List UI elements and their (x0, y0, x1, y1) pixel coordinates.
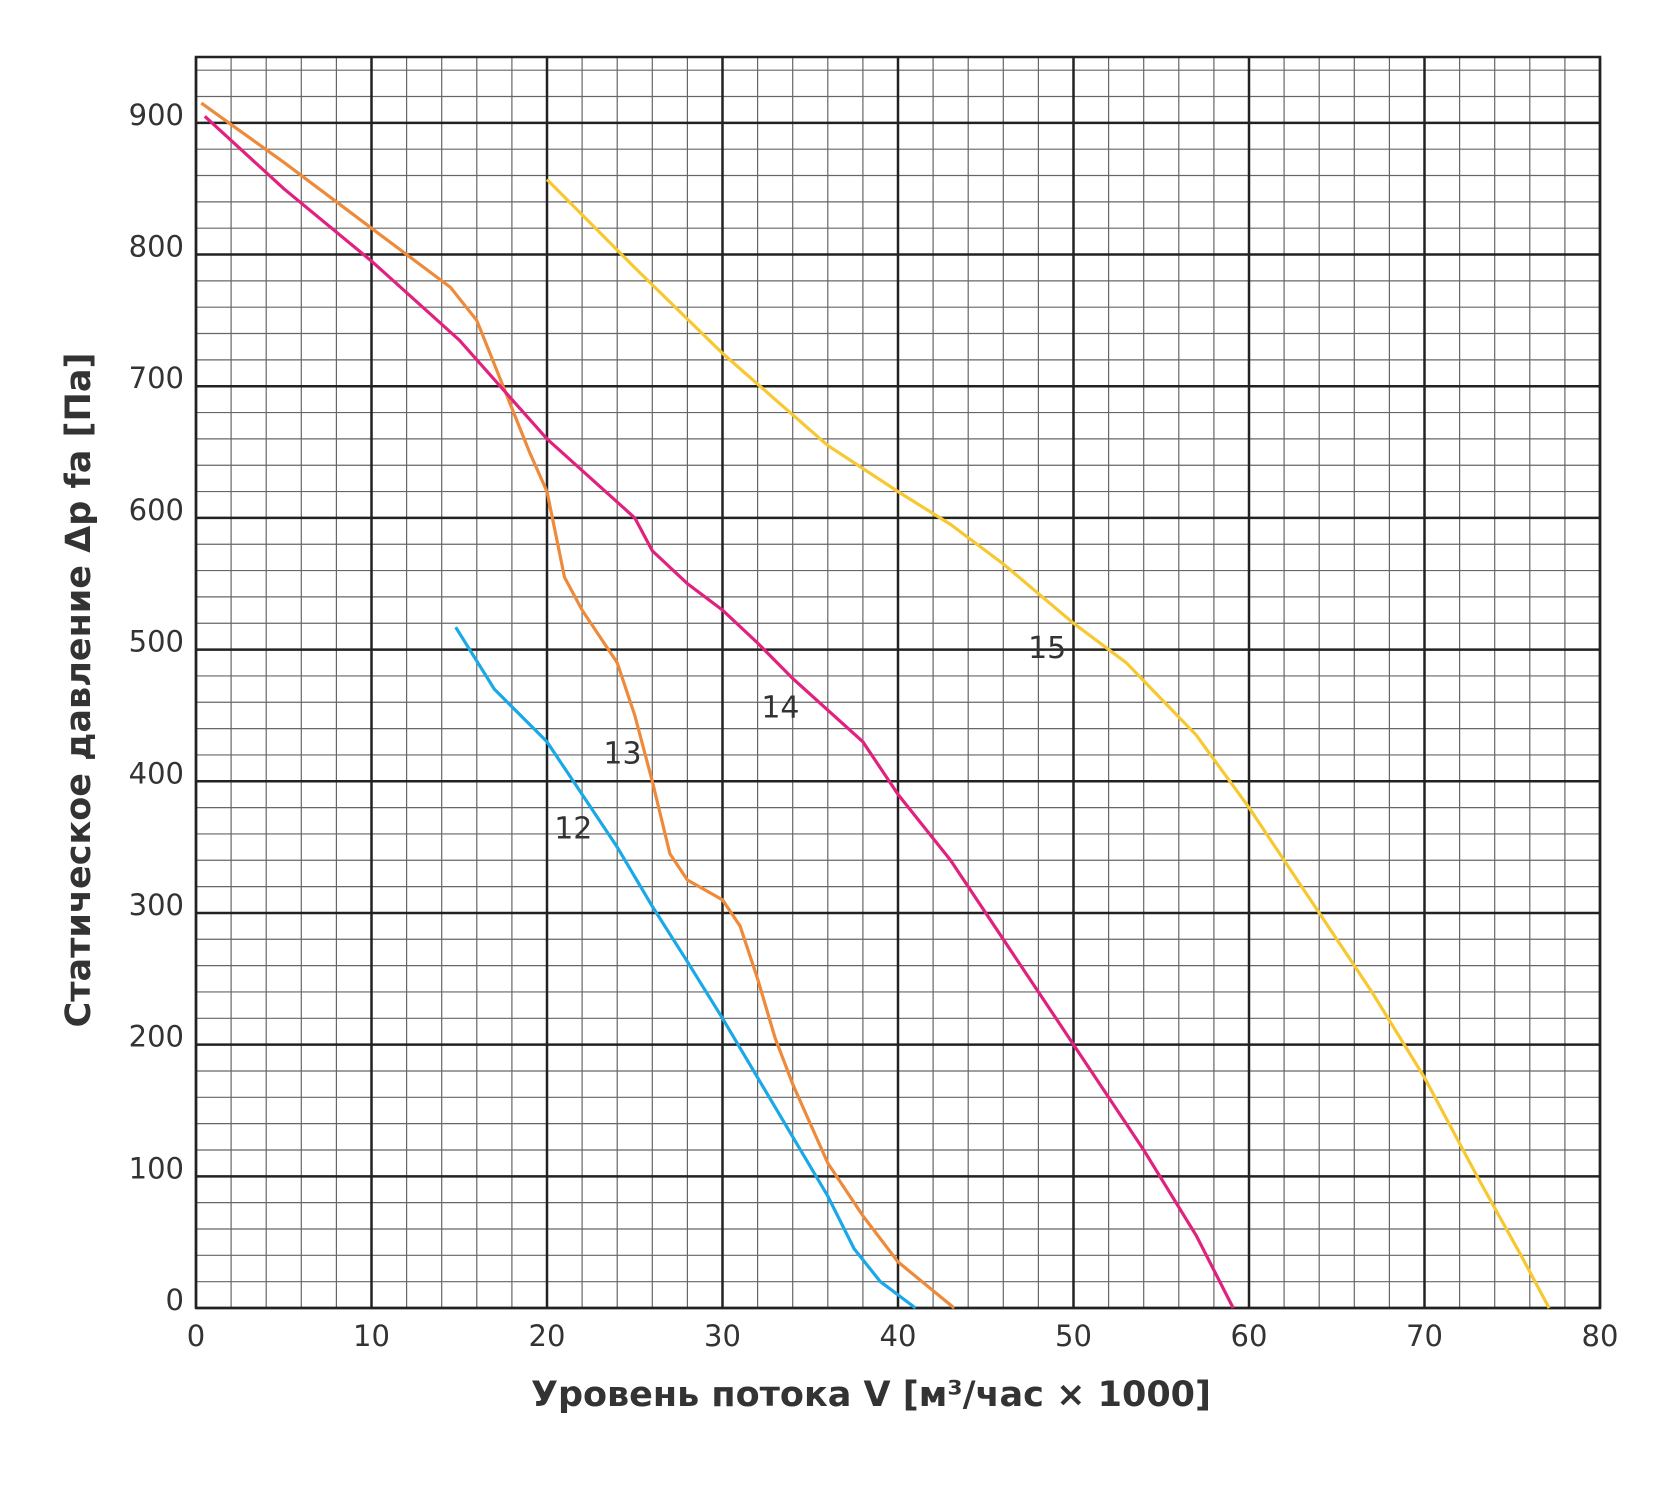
curve (203, 115, 1235, 1309)
x-tick-label: 40 (880, 1319, 917, 1353)
grid (194, 55, 1602, 1310)
y-tick-label: 200 (129, 1020, 184, 1054)
y-tick-label: 500 (129, 625, 184, 659)
y-tick-label: 300 (129, 888, 184, 922)
y-tick-label: 0 (166, 1283, 184, 1317)
curve-label: 12 (554, 811, 592, 846)
x-tick-label: 60 (1231, 1319, 1268, 1353)
curve-label: 13 (603, 736, 641, 771)
y-tick-label: 400 (129, 756, 184, 790)
curve (454, 626, 917, 1310)
curve (545, 178, 1551, 1309)
curve (200, 101, 956, 1310)
y-tick-label: 700 (129, 361, 184, 395)
y-tick-label: 600 (129, 493, 184, 527)
x-tick-label: 10 (353, 1319, 390, 1353)
x-tick-label: 20 (529, 1319, 566, 1353)
x-tick-label: 30 (704, 1319, 741, 1353)
y-tick-label: 100 (129, 1151, 184, 1185)
y-axis-title: Статическое давление Δp fa [Па] (59, 353, 99, 1028)
y-tick-label: 900 (129, 98, 184, 132)
x-tick-label: 70 (1406, 1319, 1443, 1353)
curve-label: 15 (1028, 631, 1066, 666)
curves (200, 101, 1551, 1310)
x-tick-label: 80 (1582, 1319, 1619, 1353)
y-tick-label: 800 (129, 230, 184, 264)
x-axis-title: Уровень потока V [м³/час × 1000] (531, 1375, 1211, 1415)
plot-frame (194, 55, 1602, 1310)
x-tick-label: 0 (187, 1319, 205, 1353)
x-tick-label: 50 (1055, 1319, 1092, 1353)
curve-label: 14 (761, 690, 799, 725)
